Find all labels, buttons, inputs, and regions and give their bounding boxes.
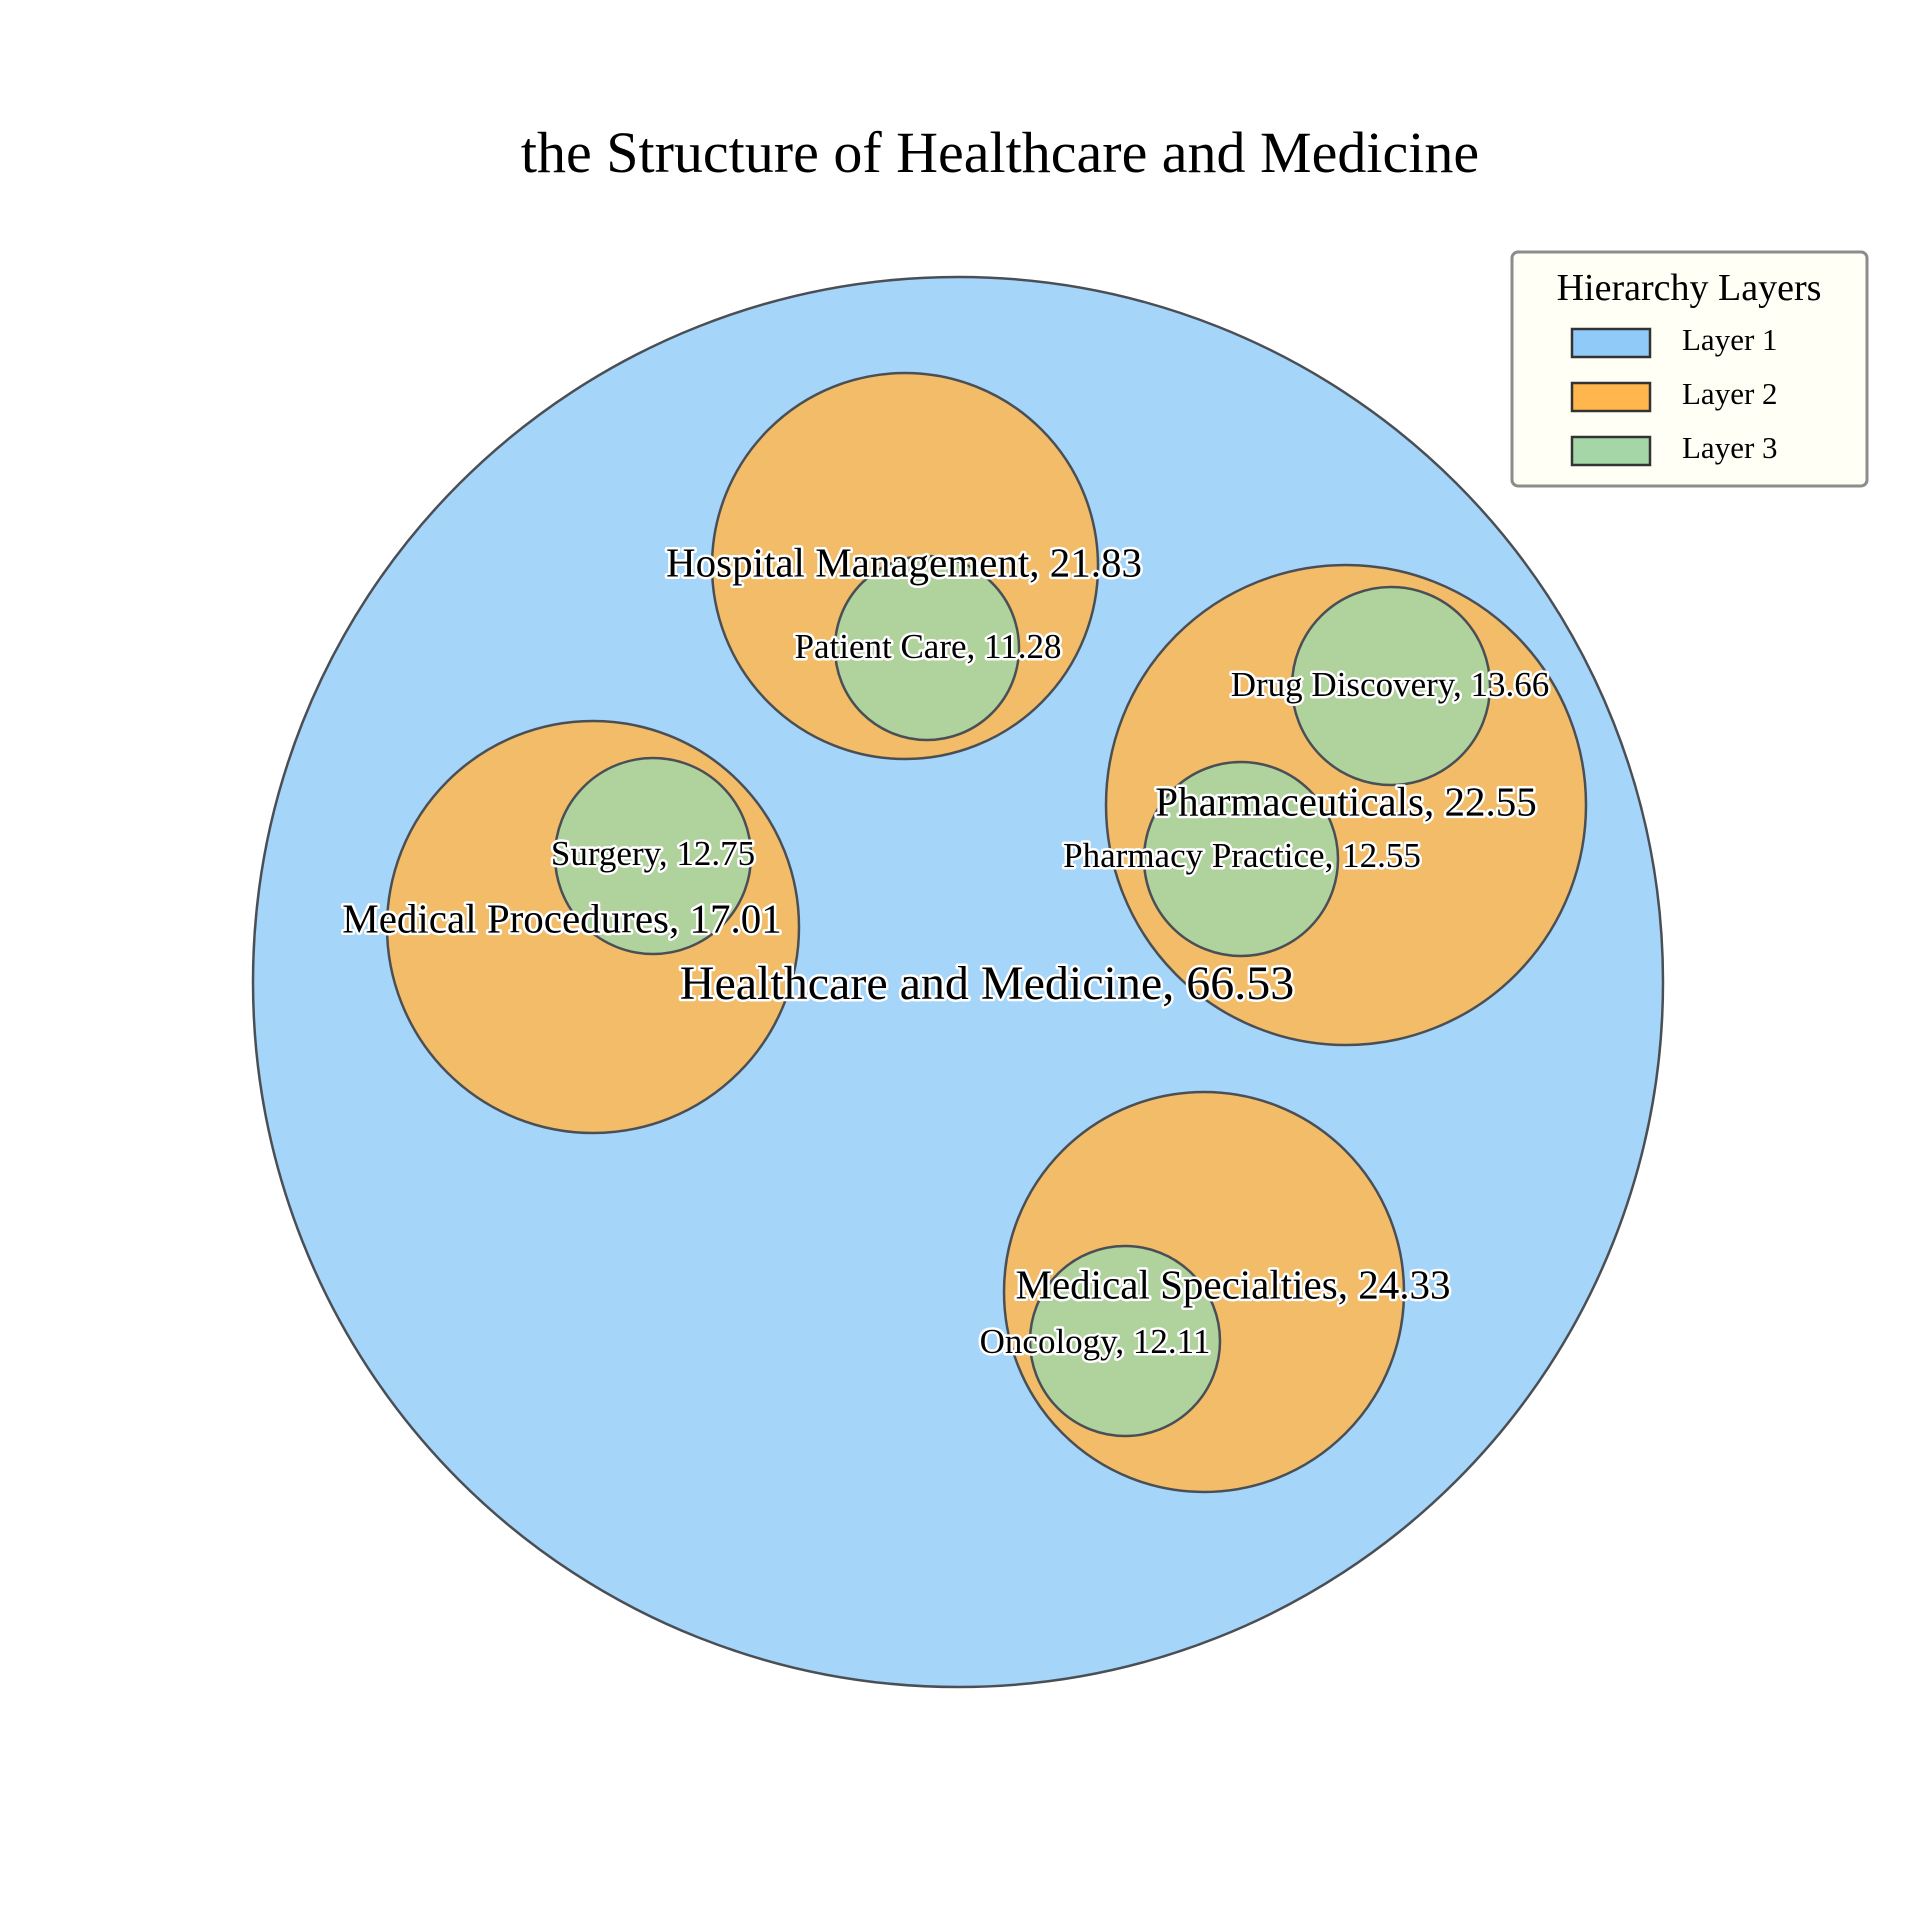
pharmacy-practice-circle [1142,760,1340,958]
medical-procedures-label: Medical Procedures, 17.01 [342,895,782,941]
legend-label-layer-1: Layer 1 [1682,322,1778,357]
chart-title: the Structure of Healthcare and Medicine [521,120,1479,185]
legend-swatch-layer-3 [1570,435,1652,467]
surgery-circle [553,756,753,956]
oncology-circle [1028,1244,1222,1438]
legend: Hierarchy Layers Layer 1 Layer 2 Layer 3 [1510,250,1869,488]
legend-box [1510,250,1869,488]
legend-title: Hierarchy Layers [1557,267,1822,309]
drug-discovery-label: Drug Discovery, 13.66 [1231,665,1550,704]
drug-discovery-circle [1290,585,1492,787]
root-label: Healthcare and Medicine, 66.53 [680,957,1294,1010]
patient-care-circle [833,554,1021,742]
legend-swatch-layer-2 [1570,381,1652,413]
patient-care-label: Patient Care, 11.28 [795,627,1062,666]
hospital-management-label: Hospital Management, 21.83 [666,539,1142,585]
legend-swatch-layer-1 [1570,327,1652,359]
medical-specialties-label: Medical Specialties, 24.33 [1016,1261,1451,1307]
circles-group [251,275,1665,1689]
surgery-label: Surgery, 12.75 [551,834,755,873]
legend-label-layer-2: Layer 2 [1682,376,1778,411]
oncology-label: Oncology, 12.11 [980,1322,1211,1361]
pharmaceuticals-label: Pharmaceuticals, 22.55 [1155,778,1536,824]
labels-group: Healthcare and Medicine, 66.53 Hospital M… [340,537,1552,1364]
legend-items: Layer 1 Layer 2 Layer 3 [1570,322,1778,467]
legend-label-layer-3: Layer 3 [1682,430,1778,465]
pharmacy-practice-label: Pharmacy Practice, 12.55 [1063,836,1421,875]
